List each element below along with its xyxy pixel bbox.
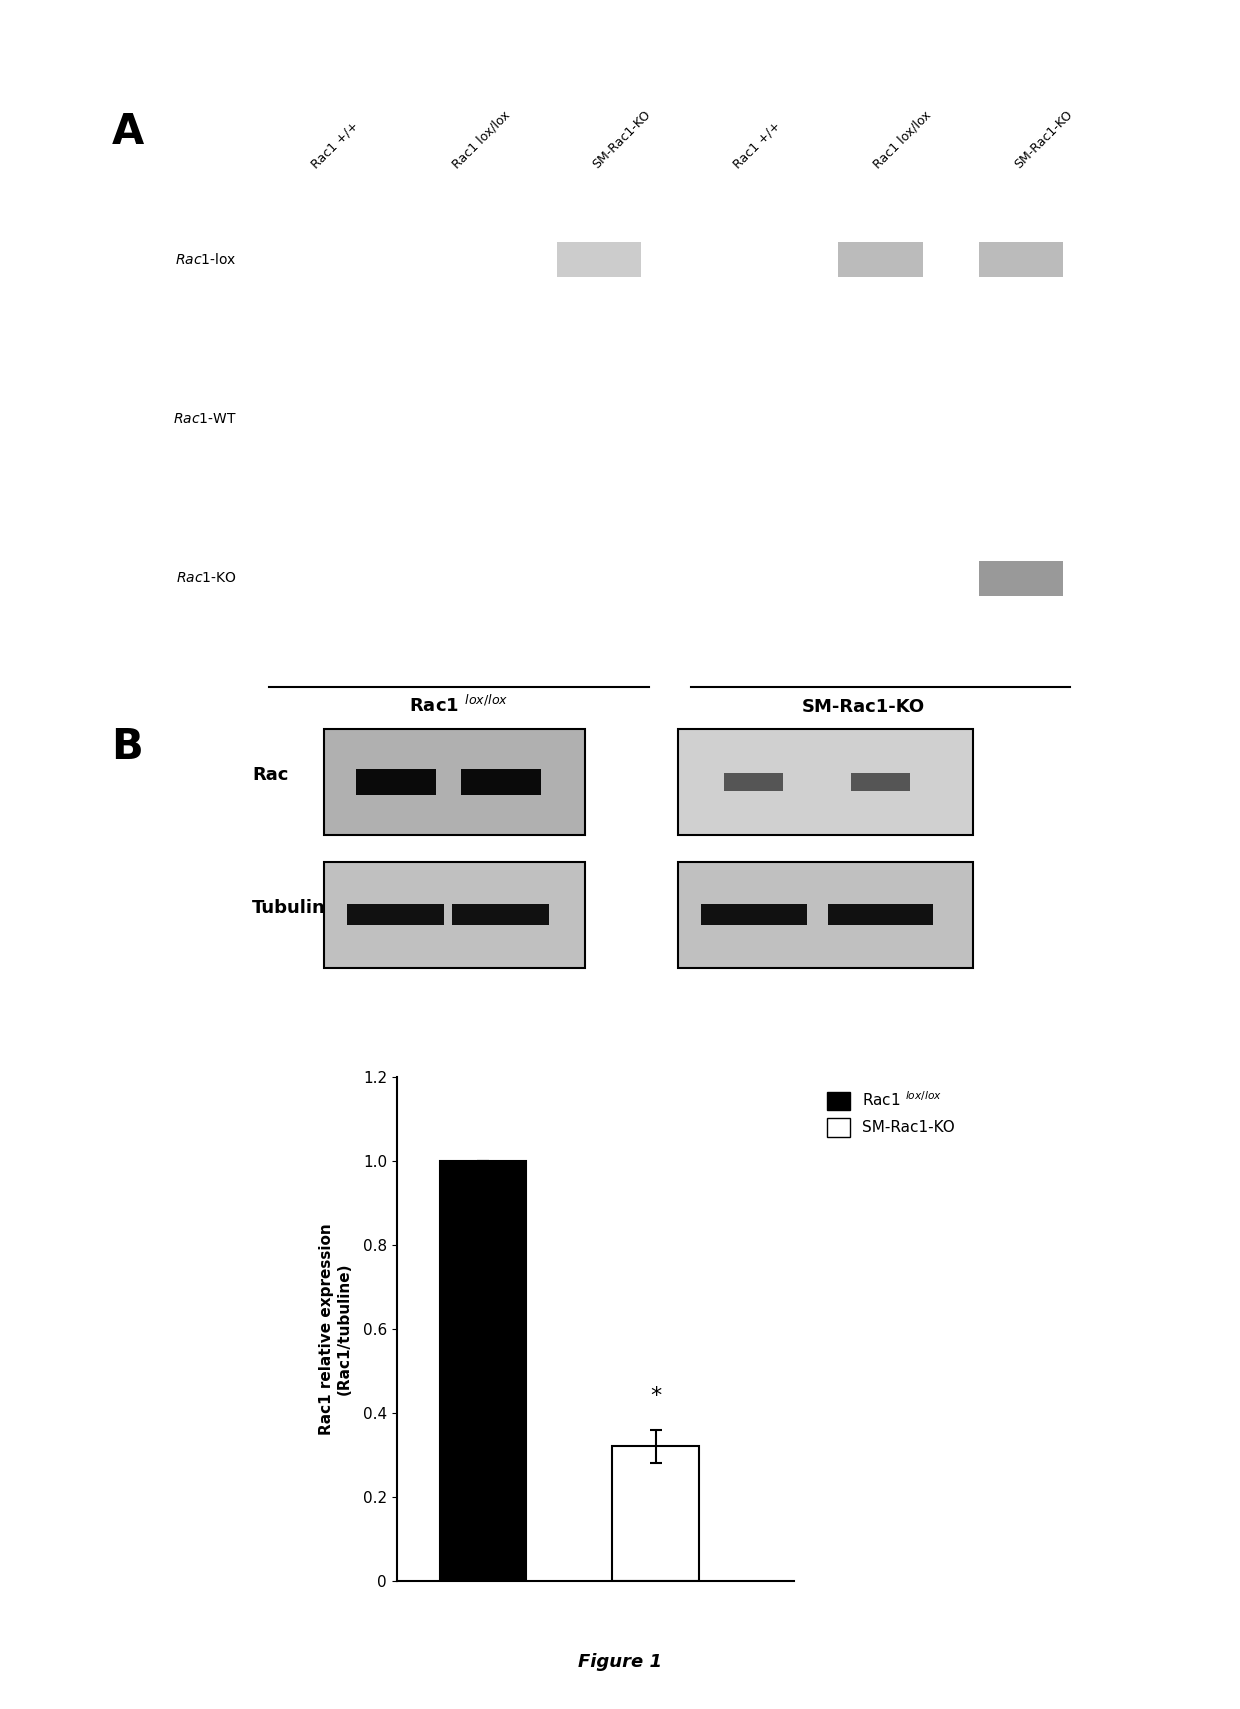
Bar [678, 730, 973, 836]
Text: Liver: Liver [436, 738, 481, 755]
Bar [453, 904, 549, 925]
Bar [724, 772, 784, 791]
Text: SM-Rac1-KO: SM-Rac1-KO [1012, 108, 1075, 171]
Bar [417, 241, 501, 277]
Text: Trachea: Trachea [846, 738, 915, 755]
Bar [347, 904, 444, 925]
Text: SM-Rac1-KO: SM-Rac1-KO [802, 697, 925, 716]
Text: SM-Rac1-KO: SM-Rac1-KO [590, 108, 653, 171]
Text: $\it{Rac1}$-KO: $\it{Rac1}$-KO [176, 571, 237, 584]
Text: Rac1 +/+: Rac1 +/+ [730, 120, 782, 171]
Bar [356, 769, 435, 795]
Text: Rac: Rac [252, 766, 289, 784]
Bar [440, 1160, 526, 1581]
Text: $\it{Rac1}$-WT: $\it{Rac1}$-WT [172, 412, 237, 426]
Text: Rac1 +/+: Rac1 +/+ [309, 120, 361, 171]
Text: Figure 1: Figure 1 [578, 1653, 662, 1671]
Bar [324, 861, 585, 967]
Text: Rac1 lox/lox: Rac1 lox/lox [872, 109, 934, 171]
Bar [838, 241, 923, 277]
Bar [557, 241, 641, 277]
Bar [613, 1446, 698, 1581]
Text: Tubulin: Tubulin [252, 899, 326, 918]
Text: *: * [650, 1386, 661, 1407]
Bar [828, 904, 934, 925]
Text: Rac1 lox/lox: Rac1 lox/lox [450, 109, 512, 171]
Bar [702, 904, 806, 925]
Legend: Rac1 $^{lox/lox}$, SM-Rac1-KO: Rac1 $^{lox/lox}$, SM-Rac1-KO [821, 1084, 961, 1143]
Text: B: B [112, 726, 144, 769]
Bar [978, 561, 1063, 596]
Bar [461, 769, 541, 795]
Bar [978, 241, 1063, 277]
Bar [678, 861, 973, 967]
Bar [851, 772, 910, 791]
Text: $\it{Rac1}$-lox: $\it{Rac1}$-lox [175, 251, 237, 267]
Y-axis label: Rac1 relative expression
(Rac1/tubuline): Rac1 relative expression (Rac1/tubuline) [320, 1224, 352, 1434]
Bar [324, 730, 585, 836]
Text: A: A [112, 111, 144, 154]
Text: Rac1 $^{lox/lox}$: Rac1 $^{lox/lox}$ [409, 694, 508, 716]
